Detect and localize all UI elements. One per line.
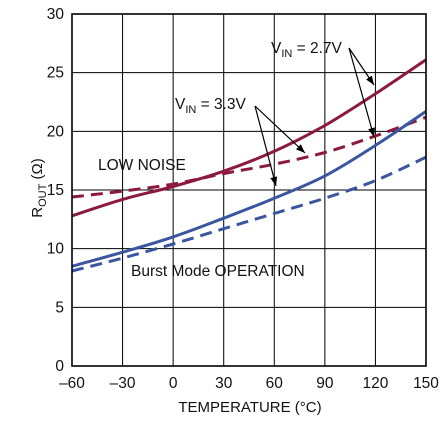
grid xyxy=(72,14,426,366)
annotation-vin-3-3v: VIN = 3.3V xyxy=(175,96,247,116)
y-tick-label: 20 xyxy=(47,123,65,140)
x-tick-labels: –60 –30 0 30 60 90 120 150 xyxy=(59,375,439,392)
pointer-vin-3-3v-to-low-noise xyxy=(254,105,306,154)
x-tick-label: 60 xyxy=(266,375,284,392)
annotation-vin-2-7v-sub: IN xyxy=(281,48,292,60)
x-tick-label: 150 xyxy=(413,375,439,392)
y-tick-label: 5 xyxy=(55,299,64,316)
y-tick-labels: 0 5 10 15 20 25 30 xyxy=(47,6,65,375)
annotation-low-noise: LOW NOISE xyxy=(98,157,186,174)
x-tick-label: 30 xyxy=(215,375,233,392)
y-tick-label: 25 xyxy=(47,65,64,82)
x-tick-label: 0 xyxy=(169,375,178,392)
y-axis-title-sub: OUT xyxy=(37,183,49,207)
series-line-burst-vin-3-3v xyxy=(71,155,427,273)
y-tick-label: 0 xyxy=(55,358,64,375)
annotation-vin-3-3v-value: = 3.3V xyxy=(196,96,246,113)
annotation-vin-2-7v-main: V xyxy=(271,40,282,57)
annotation-vin-2-7v-value: = 2.7V xyxy=(292,40,342,57)
x-tick-label: –30 xyxy=(110,375,136,392)
annotation-vin-3-3v-sub: IN xyxy=(185,104,196,116)
y-tick-label: 15 xyxy=(47,182,64,199)
pointer-vin-2-7v-to-low-noise-arrowhead xyxy=(366,75,374,85)
annotation-vin-2-7v: VIN = 2.7V xyxy=(271,40,343,60)
annotation-pointers xyxy=(254,47,375,187)
series-line-low-noise-vin-3-3v xyxy=(71,115,427,199)
annotation-vin-3-3v-main: V xyxy=(175,96,186,113)
x-axis-title: TEMPERATURE (°C) xyxy=(178,399,321,416)
x-tick-label: 90 xyxy=(316,375,334,392)
y-tick-label: 10 xyxy=(47,241,65,258)
annotation-burst-mode-operation: Burst Mode OPERATION xyxy=(131,263,305,280)
plot-frame xyxy=(71,13,427,367)
pointer-vin-2-7v-to-burst-arrowhead xyxy=(368,127,375,137)
pointer-vin-3-3v-to-low-noise-arrowhead xyxy=(296,144,305,153)
series-layer xyxy=(71,58,427,273)
x-tick-label: 120 xyxy=(362,375,388,392)
y-axis-title: ROUT (Ω) xyxy=(29,158,49,217)
series-line-burst-vin-2-7v xyxy=(71,110,427,268)
pointer-vin-2-7v-to-burst xyxy=(348,47,375,138)
pointer-vin-3-3v-to-burst xyxy=(254,105,277,187)
y-tick-label: 30 xyxy=(47,6,65,23)
y-axis-title-unit: (Ω) xyxy=(29,158,46,183)
y-axis-title-main: R xyxy=(29,207,46,218)
x-tick-label: –60 xyxy=(59,375,85,392)
series-line-low-noise-vin-2-7v xyxy=(71,58,427,218)
pointer-vin-3-3v-to-burst-arrowhead xyxy=(270,176,278,186)
